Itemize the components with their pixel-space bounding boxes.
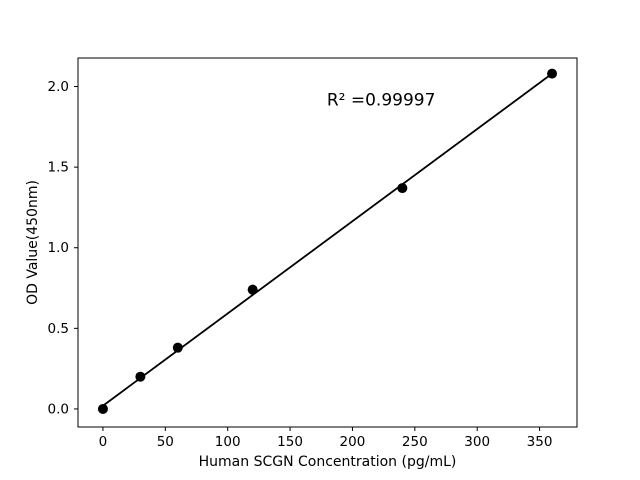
plot-border [77,57,578,428]
y-tick-label: 0.5 [48,321,69,337]
data-point [547,68,558,79]
x-tick-label: 150 [277,434,303,450]
x-tick-label: 50 [157,434,174,450]
y-tick-label: 1.0 [48,240,69,256]
y-tick-label: 2.0 [48,79,69,95]
y-tick-label: 1.5 [48,160,69,176]
data-point [172,342,183,353]
y-axis-label: OD Value(450nm) [25,180,41,305]
x-tick-label: 300 [464,434,490,450]
r2-annotation: R² =0.99997 [327,90,436,110]
x-tick-label: 100 [215,434,241,450]
data-point [397,183,408,194]
data-point [247,284,258,295]
x-tick-label: 0 [99,434,108,450]
x-tick-label: 250 [402,434,428,450]
data-point [135,371,146,382]
x-tick-label: 200 [340,434,366,450]
y-tick-label: 0.0 [48,401,69,417]
x-tick-label: 350 [527,434,553,450]
x-axis-label: Human SCGN Concentration (pg/mL) [199,454,457,470]
data-point [97,403,108,414]
